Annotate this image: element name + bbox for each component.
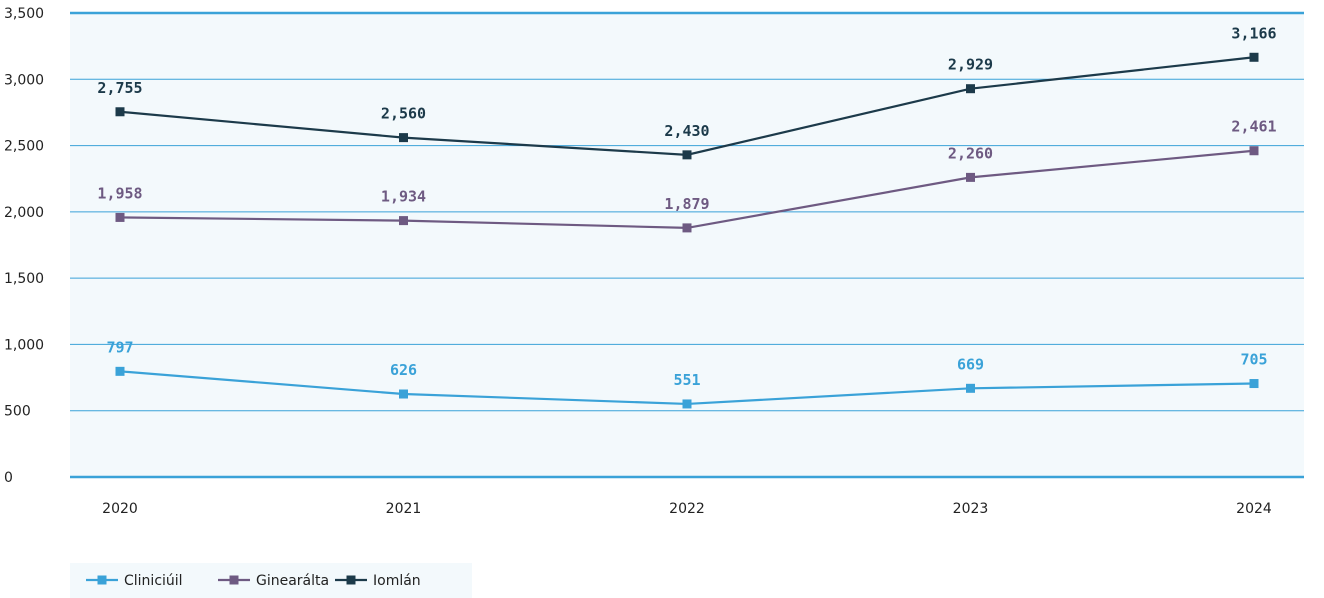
data-labels: 797 626 551 669 705 1,958 1,934 1,879 2,260 2,461… bbox=[97, 24, 1276, 389]
legend-swatch-marker bbox=[346, 575, 356, 585]
y-tick-label: 0 bbox=[4, 470, 13, 486]
legend: Cliniciúil Ginearálta Iomlán bbox=[70, 563, 472, 598]
data-point-marker bbox=[115, 212, 125, 222]
data-point-marker bbox=[966, 172, 975, 182]
legend-swatch-marker bbox=[97, 575, 107, 585]
data-label: 1,879 bbox=[664, 195, 709, 213]
data-label: 797 bbox=[106, 338, 133, 356]
y-tick-label: 2,000 bbox=[4, 205, 44, 221]
y-tick-label: 2,500 bbox=[4, 139, 44, 155]
data-label: 2,755 bbox=[97, 79, 142, 97]
y-axis-ticks: 0 500 1,000 1,500 2,000 2,500 3,000 3,500 bbox=[4, 6, 44, 486]
y-tick-label: 500 bbox=[4, 404, 31, 420]
data-point-marker bbox=[1249, 52, 1259, 62]
data-label: 1,958 bbox=[97, 184, 142, 202]
data-point-marker bbox=[399, 133, 408, 143]
legend-background bbox=[70, 563, 472, 598]
y-tick-label: 3,500 bbox=[4, 6, 44, 22]
data-point-marker bbox=[682, 150, 692, 160]
y-tick-label: 3,000 bbox=[4, 72, 44, 88]
data-point-marker bbox=[1249, 379, 1259, 389]
data-point-marker bbox=[115, 107, 125, 117]
data-label: 626 bbox=[390, 361, 417, 379]
data-point-marker bbox=[115, 366, 125, 376]
data-point-marker bbox=[682, 399, 692, 409]
data-label: 2,260 bbox=[948, 144, 993, 162]
data-point-marker bbox=[966, 84, 975, 94]
series-lines bbox=[115, 52, 1259, 409]
data-label: 1,934 bbox=[381, 188, 426, 206]
data-point-marker bbox=[399, 216, 408, 226]
data-label: 2,560 bbox=[381, 105, 426, 123]
data-label: 2,929 bbox=[948, 56, 993, 74]
legend-label: Cliniciúil bbox=[124, 573, 183, 589]
x-tick-label: 2021 bbox=[386, 501, 422, 517]
legend-label: Iomlán bbox=[373, 573, 421, 589]
x-tick-label: 2024 bbox=[1236, 501, 1272, 517]
data-point-marker bbox=[1249, 146, 1259, 156]
x-tick-label: 2020 bbox=[102, 501, 138, 517]
data-label: 2,430 bbox=[664, 122, 709, 140]
data-label: 3,166 bbox=[1231, 24, 1276, 42]
data-label: 669 bbox=[957, 355, 984, 373]
data-label: 551 bbox=[673, 371, 700, 389]
x-tick-label: 2023 bbox=[953, 501, 989, 517]
x-axis-ticks: 2020 2021 2022 2023 2024 bbox=[102, 501, 1272, 517]
y-tick-label: 1,000 bbox=[4, 337, 44, 353]
data-point-marker bbox=[966, 383, 975, 393]
data-label: 705 bbox=[1240, 351, 1267, 369]
y-tick-label: 1,500 bbox=[4, 271, 44, 287]
data-point-marker bbox=[682, 223, 692, 233]
legend-label: Ginearálta bbox=[256, 573, 329, 589]
data-point-marker bbox=[399, 389, 408, 399]
legend-swatch-marker bbox=[229, 575, 239, 585]
x-tick-label: 2022 bbox=[669, 501, 705, 517]
data-label: 2,461 bbox=[1231, 118, 1276, 136]
gridlines bbox=[70, 11, 1304, 479]
